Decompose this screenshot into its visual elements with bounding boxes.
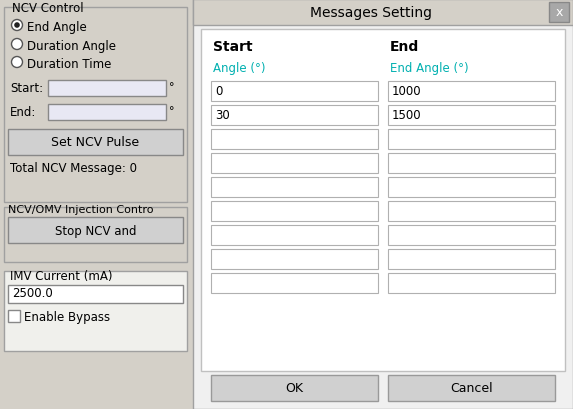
Bar (211, 225, 378, 245)
Bar (8, 285, 183, 303)
Text: End Angle (°): End Angle (°) (390, 62, 469, 75)
Text: IMV Current (mA): IMV Current (mA) (10, 270, 112, 282)
Text: End Angle: End Angle (27, 21, 87, 34)
Circle shape (11, 39, 22, 50)
Text: NCV/OMV Injection Contro: NCV/OMV Injection Contro (8, 204, 154, 214)
Bar (211, 202, 378, 221)
Text: Messages Setting: Messages Setting (310, 6, 432, 20)
Bar (4, 207, 187, 262)
Text: NCV Control: NCV Control (12, 2, 84, 15)
Text: Angle (°): Angle (°) (213, 62, 265, 75)
Bar (211, 249, 378, 270)
Text: °: ° (169, 106, 175, 116)
Bar (4, 8, 187, 202)
Bar (388, 225, 555, 245)
Text: OK: OK (285, 382, 304, 395)
Bar (388, 178, 555, 198)
Bar (8, 310, 20, 322)
Bar (211, 82, 378, 102)
Bar (211, 375, 378, 401)
Bar (8, 218, 183, 243)
Bar (211, 106, 378, 126)
Text: Duration Angle: Duration Angle (27, 40, 116, 53)
Bar (388, 130, 555, 150)
Bar (48, 105, 166, 121)
Bar (48, 81, 166, 97)
Text: x: x (555, 7, 563, 20)
Bar (0, 0, 193, 409)
Bar (4, 271, 187, 351)
Bar (388, 154, 555, 173)
Bar (211, 273, 378, 293)
Bar (388, 106, 555, 126)
Text: Total NCV Message: 0: Total NCV Message: 0 (10, 162, 137, 175)
Text: 0: 0 (215, 85, 222, 98)
Circle shape (11, 57, 22, 68)
Bar (211, 130, 378, 150)
Bar (201, 30, 565, 371)
Text: End: End (390, 40, 419, 54)
Text: 30: 30 (215, 109, 230, 122)
Text: Duration Time: Duration Time (27, 58, 111, 71)
Text: 1000: 1000 (392, 85, 422, 98)
Bar (388, 202, 555, 221)
Text: Cancel: Cancel (450, 382, 493, 395)
Text: Start: Start (213, 40, 253, 54)
Bar (388, 249, 555, 270)
Text: Set NCV Pulse: Set NCV Pulse (52, 136, 140, 149)
Bar (388, 375, 555, 401)
Text: End:: End: (10, 106, 36, 119)
Bar (8, 130, 183, 155)
Bar (211, 178, 378, 198)
Text: Stop NCV and: Stop NCV and (55, 224, 136, 237)
Text: 1500: 1500 (392, 109, 422, 122)
Circle shape (11, 20, 22, 31)
Bar (193, 0, 573, 26)
Text: Start:: Start: (10, 82, 43, 95)
Text: 2500.0: 2500.0 (12, 286, 53, 299)
Bar (193, 0, 573, 409)
Text: Enable Bypass: Enable Bypass (24, 310, 110, 323)
Text: °: ° (169, 82, 175, 92)
Bar (388, 273, 555, 293)
Bar (388, 82, 555, 102)
Circle shape (14, 23, 20, 29)
Bar (549, 3, 569, 23)
Bar (211, 154, 378, 173)
